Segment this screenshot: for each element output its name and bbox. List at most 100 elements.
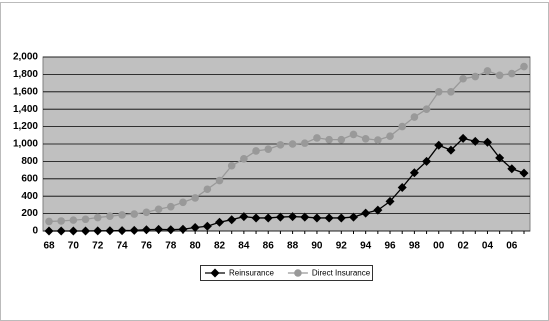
data-point [129,225,139,235]
data-point [373,205,383,215]
x-tick-label: 70 [68,241,80,252]
legend-label: Reinsurance [229,269,274,278]
data-point [385,196,395,206]
y-tick-label: 400 [21,191,38,202]
series-line [48,66,525,223]
y-tick-label: 1,800 [13,69,38,80]
data-point [288,212,298,222]
y-tick-label: 2,000 [13,52,38,63]
x-tick-label: 74 [117,241,129,252]
data-point [93,213,102,222]
x-tick-label: 92 [336,241,348,252]
data-point [178,224,188,234]
x-tick-label: 68 [43,241,55,252]
data-point [386,132,394,140]
data-point [495,153,505,163]
data-point [446,145,456,155]
data-point [252,147,260,155]
data-point [324,213,334,223]
data-point [202,221,212,231]
data-point [141,225,151,235]
data-point [397,183,407,192]
data-point [117,226,127,236]
x-tick-label: 82 [214,241,226,252]
data-point [154,205,163,214]
data-point [470,136,480,146]
data-point [69,216,78,224]
data-point [239,212,249,222]
x-tick-label: 76 [141,241,153,252]
x-tick-label: 86 [263,241,275,252]
x-tick-label: 98 [409,241,421,252]
data-point [361,134,370,143]
data-point [447,88,455,96]
data-point [190,223,200,233]
data-point [422,105,431,113]
data-point [348,212,358,222]
data-point [337,135,346,144]
x-tick-label: 96 [384,241,396,252]
data-point [215,217,225,227]
y-tick-label: 600 [21,173,38,184]
data-point [349,130,358,139]
data-point [105,226,115,236]
data-point [142,208,151,217]
data-point [179,198,187,207]
data-point [203,185,212,194]
data-point [166,202,175,211]
data-point [300,212,310,222]
legend-marker [210,268,220,278]
data-point [459,74,467,83]
data-point [44,226,54,236]
data-point [264,145,273,154]
data-point [471,72,480,81]
data-point [130,210,139,218]
data-point [336,213,346,223]
y-tick-label: 0 [32,226,38,237]
data-point [106,212,114,221]
data-point [507,164,517,174]
x-tick-label: 72 [92,241,104,252]
data-point [325,135,333,144]
data-point [68,226,78,236]
data-point [276,141,285,149]
data-point [251,213,261,223]
x-tick-label: 88 [287,241,299,252]
legend-box [200,265,373,281]
data-point [410,113,419,121]
y-tick-label: 200 [21,208,38,219]
data-point [422,156,432,166]
legend-label: Direct Insurance [312,269,371,278]
data-point [240,154,248,163]
data-point [482,137,492,147]
x-tick-label: 02 [458,241,470,252]
data-point [300,139,309,147]
x-tick-label: 04 [482,241,494,252]
data-point [45,217,53,226]
data-point [154,224,164,234]
data-point [409,168,419,178]
x-tick-label: 78 [165,241,177,252]
x-tick-label: 90 [311,241,323,252]
data-point [57,217,65,225]
x-tick-label: 00 [433,241,445,252]
data-point [118,211,126,219]
data-point [398,122,407,131]
y-tick-label: 1,200 [13,121,38,132]
data-point [483,67,492,75]
data-point [374,136,382,144]
data-point [434,140,444,150]
series-line [49,137,525,232]
y-tick-label: 1,600 [13,86,38,97]
data-point [495,71,504,80]
data-point [434,88,443,96]
x-tick-label: 80 [190,241,202,252]
data-point [191,194,199,202]
data-point [227,215,237,225]
y-tick-label: 800 [21,156,38,167]
data-point [508,69,516,78]
data-point [519,168,529,178]
data-point [227,161,236,170]
